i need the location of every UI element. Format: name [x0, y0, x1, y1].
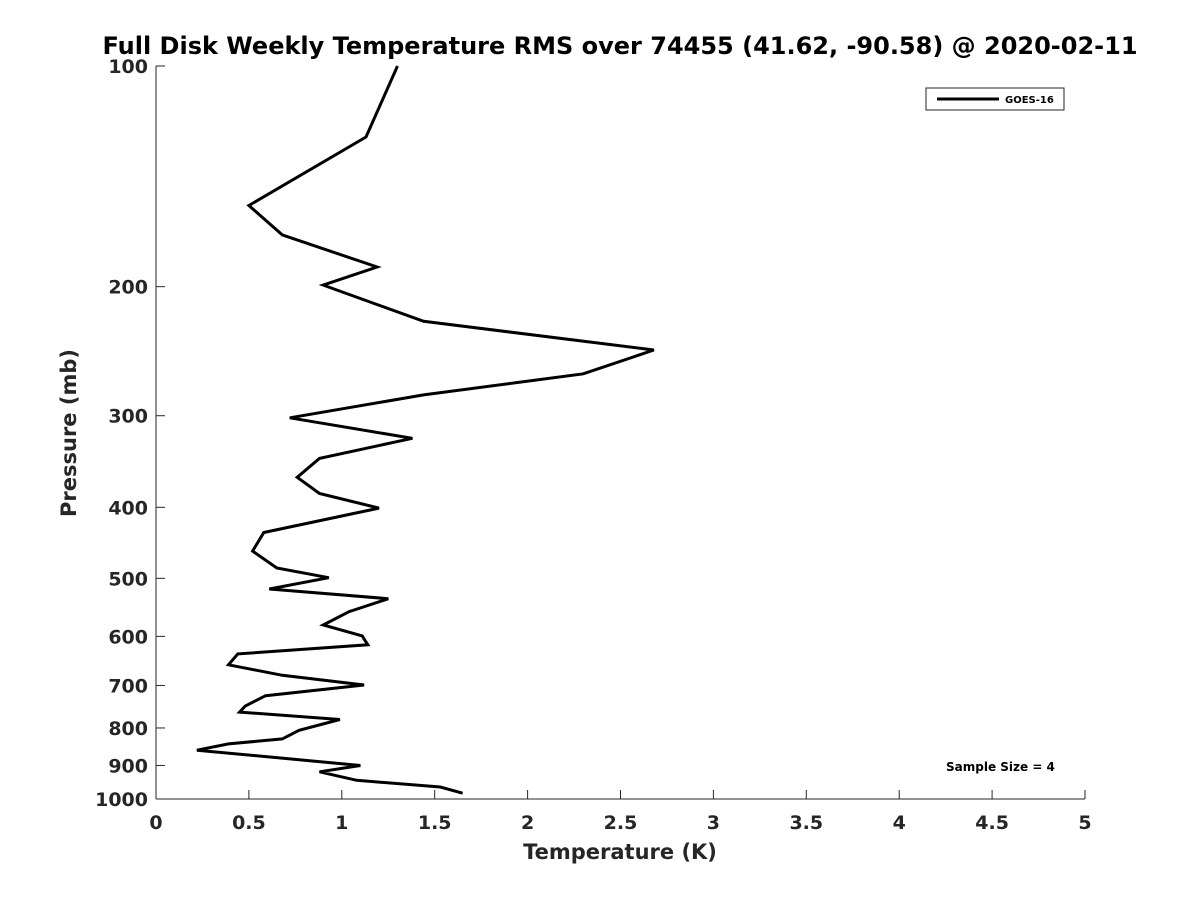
y-tick-label: 500 — [108, 568, 148, 590]
x-tick-label: 5 — [1078, 812, 1091, 834]
x-tick-label: 3.5 — [789, 812, 823, 834]
legend-label-goes-16: GOES-16 — [1005, 95, 1054, 106]
series-layer — [196, 65, 655, 795]
x-tick-label: 1.5 — [418, 812, 452, 834]
y-tick-label: 1000 — [95, 789, 148, 811]
x-tick-label: 0.5 — [232, 812, 266, 834]
x-tick-label: 0 — [149, 812, 162, 834]
x-axis-label: Temperature (K) — [523, 840, 717, 864]
y-tick-label: 800 — [108, 718, 148, 740]
y-axis-label: Pressure (mb) — [57, 349, 81, 517]
legend: GOES-16 — [925, 87, 1065, 111]
x-axis-ticks: 0 0.5 1 1.5 2 2.5 3 3.5 4 4.5 5 — [149, 790, 1092, 834]
y-tick-label: 200 — [108, 277, 148, 299]
y-axis-ticks: 100 200 300 400 500 600 700 800 900 1000 — [95, 56, 165, 811]
sample-size-annotation: Sample Size = 4 — [946, 760, 1055, 774]
x-tick-label: 2 — [521, 812, 534, 834]
x-tick-label: 1 — [335, 812, 348, 834]
y-tick-label: 100 — [108, 56, 148, 78]
x-tick-label: 2.5 — [604, 812, 638, 834]
y-tick-label: 700 — [108, 675, 148, 697]
y-tick-label: 400 — [108, 497, 148, 519]
plot-axes — [155, 66, 1085, 800]
x-tick-label: 3 — [707, 812, 720, 834]
series-line-goes-16 — [196, 65, 655, 795]
x-tick-label: 4 — [893, 812, 906, 834]
x-tick-label: 4.5 — [975, 812, 1009, 834]
y-tick-label: 900 — [108, 755, 148, 777]
y-tick-label: 600 — [108, 626, 148, 648]
chart-title: Full Disk Weekly Temperature RMS over 74… — [102, 32, 1137, 60]
y-tick-label: 300 — [108, 406, 148, 428]
